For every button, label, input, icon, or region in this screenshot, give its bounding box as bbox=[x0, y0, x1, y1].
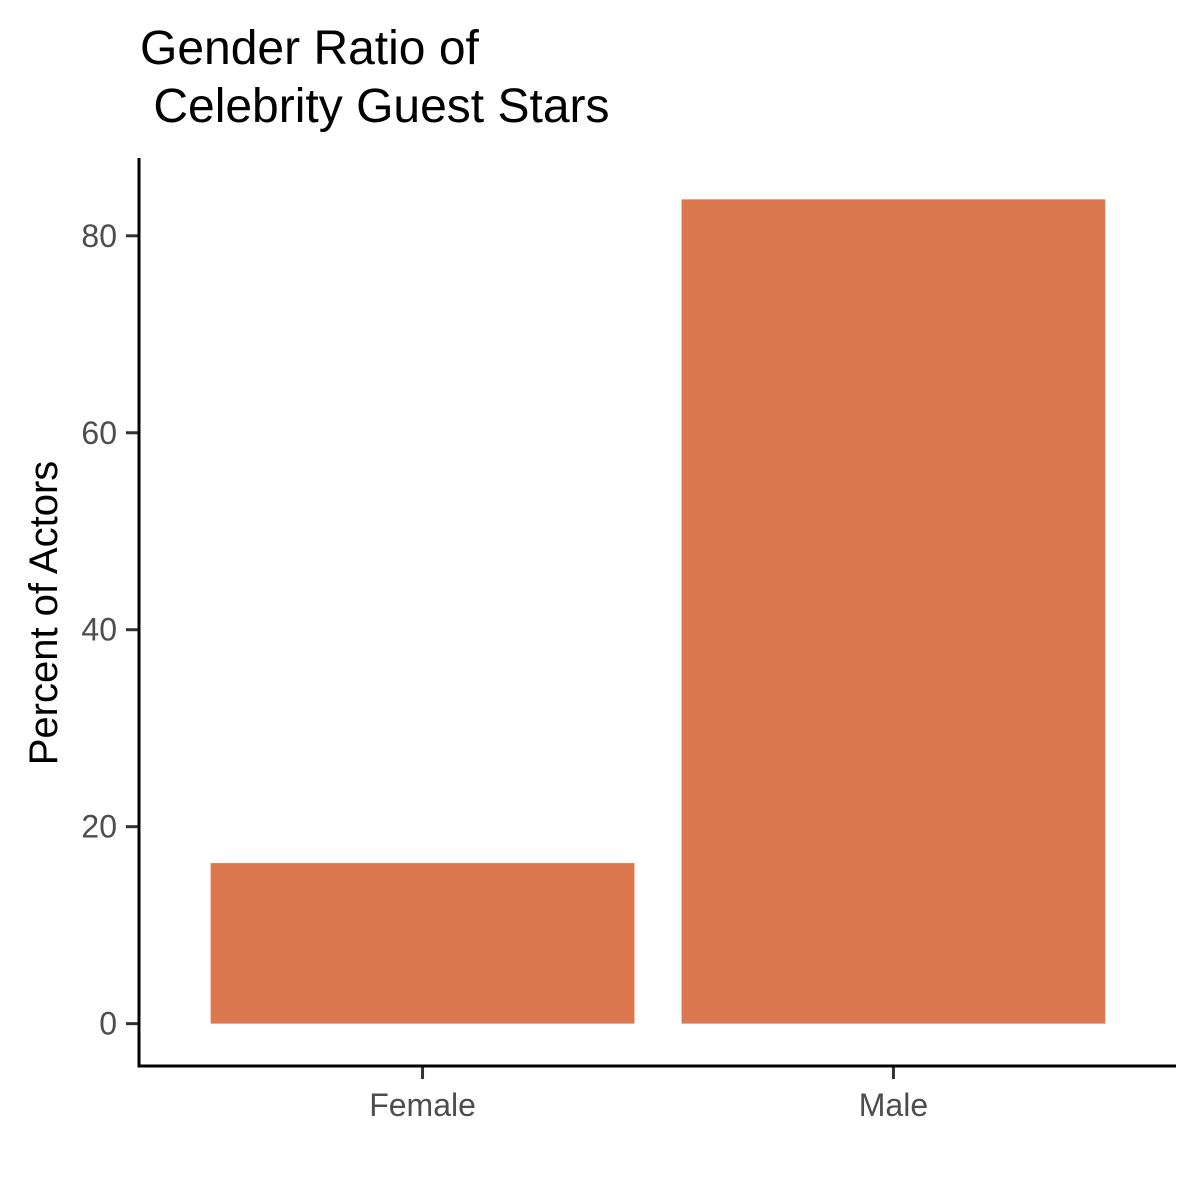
y-tick-label: 0 bbox=[99, 1006, 117, 1042]
x-axis-ticks: Female Male bbox=[369, 1067, 928, 1123]
bar-female bbox=[210, 863, 635, 1024]
y-tick-label: 60 bbox=[81, 415, 117, 451]
bar-male bbox=[681, 199, 1106, 1024]
chart-title-line-1: Gender Ratio of bbox=[140, 22, 480, 75]
y-tick-label: 20 bbox=[81, 809, 117, 845]
bars-group bbox=[210, 199, 1106, 1024]
chart-title: Gender Ratio of Celebrity Guest Stars bbox=[140, 22, 610, 133]
x-tick-label-female: Female bbox=[369, 1087, 476, 1123]
y-axis-title: Percent of Actors bbox=[22, 461, 66, 766]
x-tick-label-male: Male bbox=[859, 1087, 928, 1123]
y-axis-ticks: 0 20 40 60 80 bbox=[81, 218, 139, 1042]
y-tick-label: 40 bbox=[81, 612, 117, 648]
chart-title-line-2: Celebrity Guest Stars bbox=[140, 80, 610, 133]
y-tick-label: 80 bbox=[81, 218, 117, 254]
